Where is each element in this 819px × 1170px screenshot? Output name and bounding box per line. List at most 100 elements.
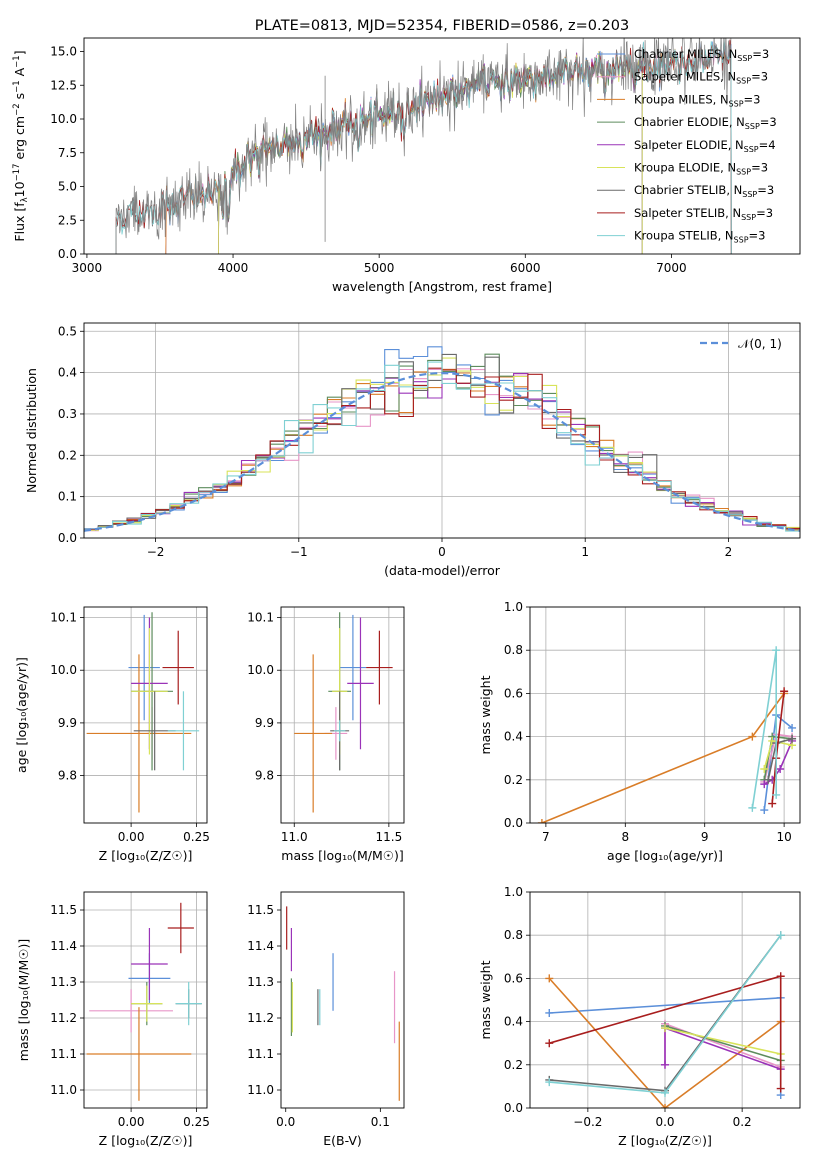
weight-marker [748,803,757,812]
errorbar-point [294,654,333,813]
y-tick-label: 9.8 [255,769,274,783]
weight-marker [776,1084,785,1093]
legend-label-suffix: =3 [752,47,769,61]
x-tick-label: 1 [581,545,589,559]
legend-label-sub: SSP [744,145,759,154]
weight-series-line [664,1027,781,1055]
weight-marker [661,1060,669,1069]
x-tick-label: −2 [147,545,165,559]
y-tick-label: 12.5 [50,78,77,92]
x-tick-label: 0.25 [183,1115,210,1129]
errorbar-point [162,630,194,705]
plot-area-mass-age [294,612,393,813]
legend-label-text: Salpeter MILES, N [634,70,736,84]
weight-marker [748,732,757,741]
legend-label: Kroupa ELODIE, NSSP=3 [634,161,768,177]
y-tick-label: 0.4 [58,366,77,380]
y-tick-label: 0.5 [58,324,77,338]
errorbar-point [366,630,393,705]
y-axis-label-part: ] [12,50,27,55]
x-tick-label: 0.00 [118,830,145,844]
legend-label-text: Salpeter STELIB, N [634,206,741,220]
chart-age-weight: 7 8 9 10 0.0 0.2 0.4 0.6 0.8 1.0 age [log₁₀(age/yr… [478,600,801,863]
legend-label-suffix: =3 [751,70,768,84]
x-tick-label: 3000 [72,261,103,275]
normal-curve [84,371,800,532]
legend-label: Kroupa STELIB, NSSP=3 [634,229,765,245]
x-tick-label: 7 [542,830,550,844]
errorbar-point [86,1007,192,1101]
legend-label-suffix: =3 [749,229,766,243]
weight-marker [545,1078,554,1087]
x-tick-label: 0 [438,545,446,559]
legend-label-text: Chabrier STELIB, N [634,183,742,197]
chart-z-weight: −0.2 0.0 0.2 0.0 0.2 0.4 0.6 0.8 1.0 Z [log₁₀(Z/Z… [478,885,801,1148]
y-tick-label: 11.4 [50,939,77,953]
y-tick-label: 11.3 [247,975,274,989]
legend-label-sub: SSP [736,77,751,86]
plot-area-z-age [86,612,200,813]
y-tick-label: 11.3 [50,975,77,989]
errorbar-point [128,614,160,721]
weight-marker [661,1104,669,1108]
legend-label-text: Kroupa STELIB, N [634,229,734,243]
y-axis-label-part: λ [20,197,30,202]
legend-label-suffix: =3 [744,92,761,106]
weight-marker [768,799,777,808]
x-axis-label: Z [log₁₀(Z/Z☉)] [99,1133,193,1148]
y-axis-label: mass weight [478,960,493,1039]
weight-marker [788,734,797,743]
y-axis-label: Flux [fλ10−17 erg cm−2 s−1 A−1] [12,50,30,241]
axes-frame [280,606,405,824]
legend-label: 𝒩(0, 1) [738,337,782,351]
y-tick-label: 9.8 [58,769,77,783]
x-tick-label: −0.2 [573,1115,602,1129]
axes-frame [280,891,405,1109]
x-tick-label: 2 [725,545,733,559]
axes-frame [83,37,801,255]
y-tick-label: 0.4 [504,1015,523,1029]
legend-label: Salpeter MILES, NSSP=3 [634,70,768,86]
y-tick-label: 1.0 [504,600,523,614]
y-tick-label: 5.0 [58,180,77,194]
y-tick-label: 15.0 [50,45,77,59]
x-tick-label: 11.5 [376,830,403,844]
y-tick-label: 0.8 [504,928,523,942]
x-tick-label: 7000 [656,261,687,275]
x-axis-label: mass [log₁₀(M/M☉)] [281,848,403,863]
y-tick-label: 0.1 [58,490,77,504]
legend-label-suffix: =3 [756,206,773,220]
legend: 𝒩(0, 1) [700,337,782,351]
legend-label: Salpeter STELIB, NSSP=3 [634,206,773,222]
y-tick-label: 11.0 [50,1083,77,1097]
y-tick-label: 0.2 [58,448,77,462]
x-tick-label: 11.0 [281,830,308,844]
weight-marker [661,1088,669,1097]
chart-mass-age: 11.0 11.5 9.8 9.9 10.0 10.1 mass [log₁₀(M/M☉)] [247,606,405,863]
errorbar-point [131,985,163,1022]
y-tick-label: 1.0 [504,885,523,899]
y-tick-label: 11.4 [247,939,274,953]
y-tick-label: 11.2 [247,1011,274,1025]
errorbar-point [131,928,168,1000]
weight-marker [776,972,785,981]
x-tick-label: 10 [776,830,791,844]
plot-area-ebv-mass [286,906,400,1101]
weight-marker [760,806,769,815]
legend-label: Chabrier STELIB, NSSP=3 [634,183,774,199]
x-tick-label: 0.0 [276,1115,295,1129]
legend-label-suffix: =3 [751,161,768,175]
x-tick-label: 0.0 [655,1115,674,1129]
weight-marker [545,974,554,983]
weight-marker [760,780,769,789]
legend-label-text: Chabrier MILES, N [634,47,737,61]
chart-title: PLATE=0813, MJD=52354, FIBERID=0586, z=0… [255,18,629,34]
y-tick-label: 0.2 [504,773,523,787]
errorbar-point [347,617,374,750]
y-tick-label: 11.5 [247,903,274,917]
y-tick-label: 10.0 [50,663,77,677]
weight-marker [545,1008,554,1017]
y-tick-label: 11.2 [50,1011,77,1025]
